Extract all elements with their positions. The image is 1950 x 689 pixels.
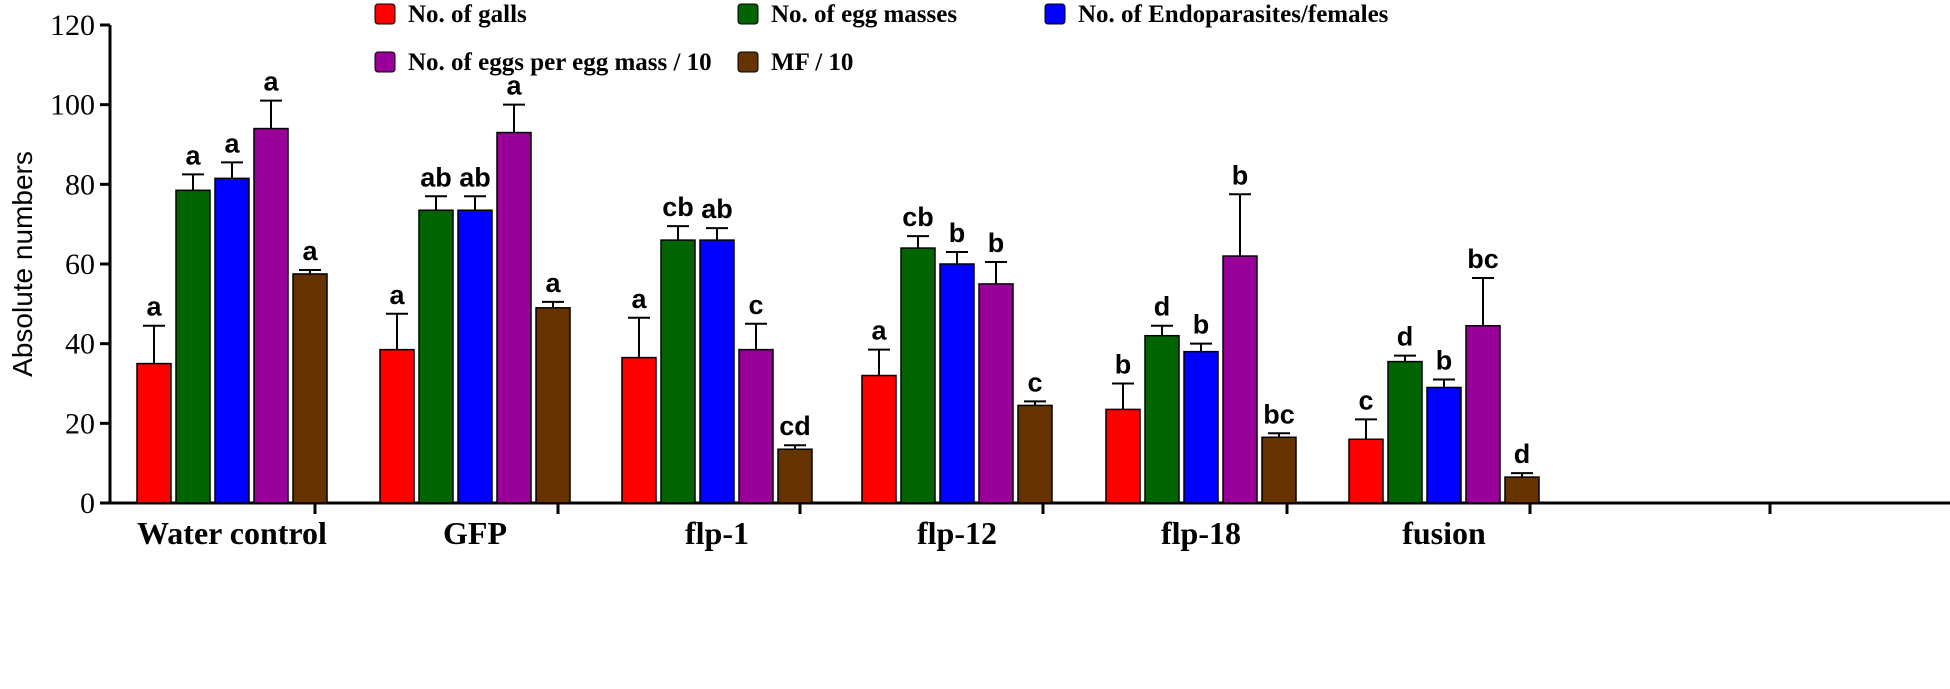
significance-label: a — [263, 67, 279, 97]
bar — [214, 177, 250, 504]
significance-label: cb — [662, 192, 694, 222]
significance-label: a — [631, 284, 647, 314]
bar — [253, 127, 289, 504]
legend-label: No. of eggs per egg mass / 10 — [408, 49, 712, 76]
bar — [1504, 476, 1540, 504]
significance-label: a — [146, 292, 162, 322]
significance-label: b — [1232, 160, 1249, 190]
significance-label: b — [949, 218, 966, 248]
significance-label: a — [224, 128, 240, 158]
legend-swatch — [1044, 3, 1066, 25]
legend: No. of galls No. of egg masses No. of Endo… — [374, 1, 1389, 76]
significance-label: c — [1027, 367, 1042, 397]
bar — [136, 362, 172, 504]
significance-label: cb — [902, 202, 934, 232]
significance-label: a — [185, 140, 201, 170]
legend-label: MF / 10 — [771, 49, 853, 76]
legend-swatch — [737, 51, 759, 73]
bar — [1348, 438, 1384, 504]
x-category-label: fusion — [1402, 515, 1486, 551]
significance-label: a — [871, 316, 887, 346]
bar — [379, 348, 415, 504]
bar — [1105, 408, 1141, 504]
bar — [535, 307, 571, 504]
legend-swatch — [737, 3, 759, 25]
bar — [457, 209, 493, 504]
bar — [1426, 386, 1462, 504]
bar — [1261, 436, 1297, 504]
significance-label: d — [1154, 292, 1171, 322]
significance-label: ab — [459, 162, 491, 192]
significance-label: b — [1115, 350, 1132, 380]
bar — [1183, 350, 1219, 504]
y-tick-label: 100 — [50, 89, 95, 122]
bar — [175, 189, 211, 504]
legend-label: No. of egg masses — [771, 1, 957, 28]
bar — [777, 448, 813, 504]
significance-label: c — [1358, 385, 1373, 415]
bar — [1144, 334, 1180, 504]
bar — [900, 247, 936, 504]
y-tick-label: 80 — [65, 168, 95, 201]
significance-label: d — [1397, 322, 1414, 352]
y-tick-label: 60 — [65, 248, 95, 281]
x-category-label: flp-1 — [685, 515, 749, 551]
y-tick-label: 40 — [65, 328, 95, 361]
axes: 0 20 40 60 80 100 120 Absolute numbers Water con… — [7, 9, 1950, 551]
bar — [660, 239, 696, 504]
legend-swatch — [374, 51, 396, 73]
significance-label: ab — [420, 162, 452, 192]
bar — [292, 273, 328, 504]
bar — [496, 131, 532, 504]
significance-label: b — [1436, 346, 1453, 376]
significance-label: cd — [779, 411, 811, 441]
bar — [1222, 255, 1258, 504]
legend-label: No. of galls — [408, 1, 527, 28]
significance-label: b — [988, 228, 1005, 258]
legend-swatch — [374, 3, 396, 25]
bar — [738, 348, 774, 504]
significance-label: c — [748, 290, 763, 320]
significance-label: a — [389, 280, 405, 310]
bar — [699, 239, 735, 504]
bar — [1017, 404, 1053, 504]
x-category-label: flp-12 — [917, 515, 997, 551]
bar — [1465, 324, 1501, 504]
bar — [1387, 360, 1423, 504]
x-category-label: Water control — [137, 515, 327, 551]
significance-label: a — [506, 71, 522, 101]
bar — [621, 356, 657, 504]
legend-label: No. of Endoparasites/females — [1078, 1, 1389, 28]
significance-label: b — [1193, 310, 1210, 340]
bar — [978, 283, 1014, 504]
x-category-label: flp-18 — [1161, 515, 1241, 551]
x-category-label: GFP — [443, 515, 507, 551]
bar — [939, 263, 975, 504]
y-tick-label: 20 — [65, 407, 95, 440]
significance-label: ab — [701, 194, 733, 224]
bar — [861, 374, 897, 504]
y-tick-label: 120 — [50, 9, 95, 42]
y-axis-title: Absolute numbers — [7, 151, 38, 377]
significance-label: a — [545, 268, 561, 298]
significance-label: bc — [1467, 244, 1499, 274]
significance-label: bc — [1263, 399, 1295, 429]
y-tick-label: 0 — [80, 487, 95, 520]
bar — [418, 209, 454, 504]
significance-label: a — [302, 236, 318, 266]
significance-label: d — [1514, 439, 1531, 469]
